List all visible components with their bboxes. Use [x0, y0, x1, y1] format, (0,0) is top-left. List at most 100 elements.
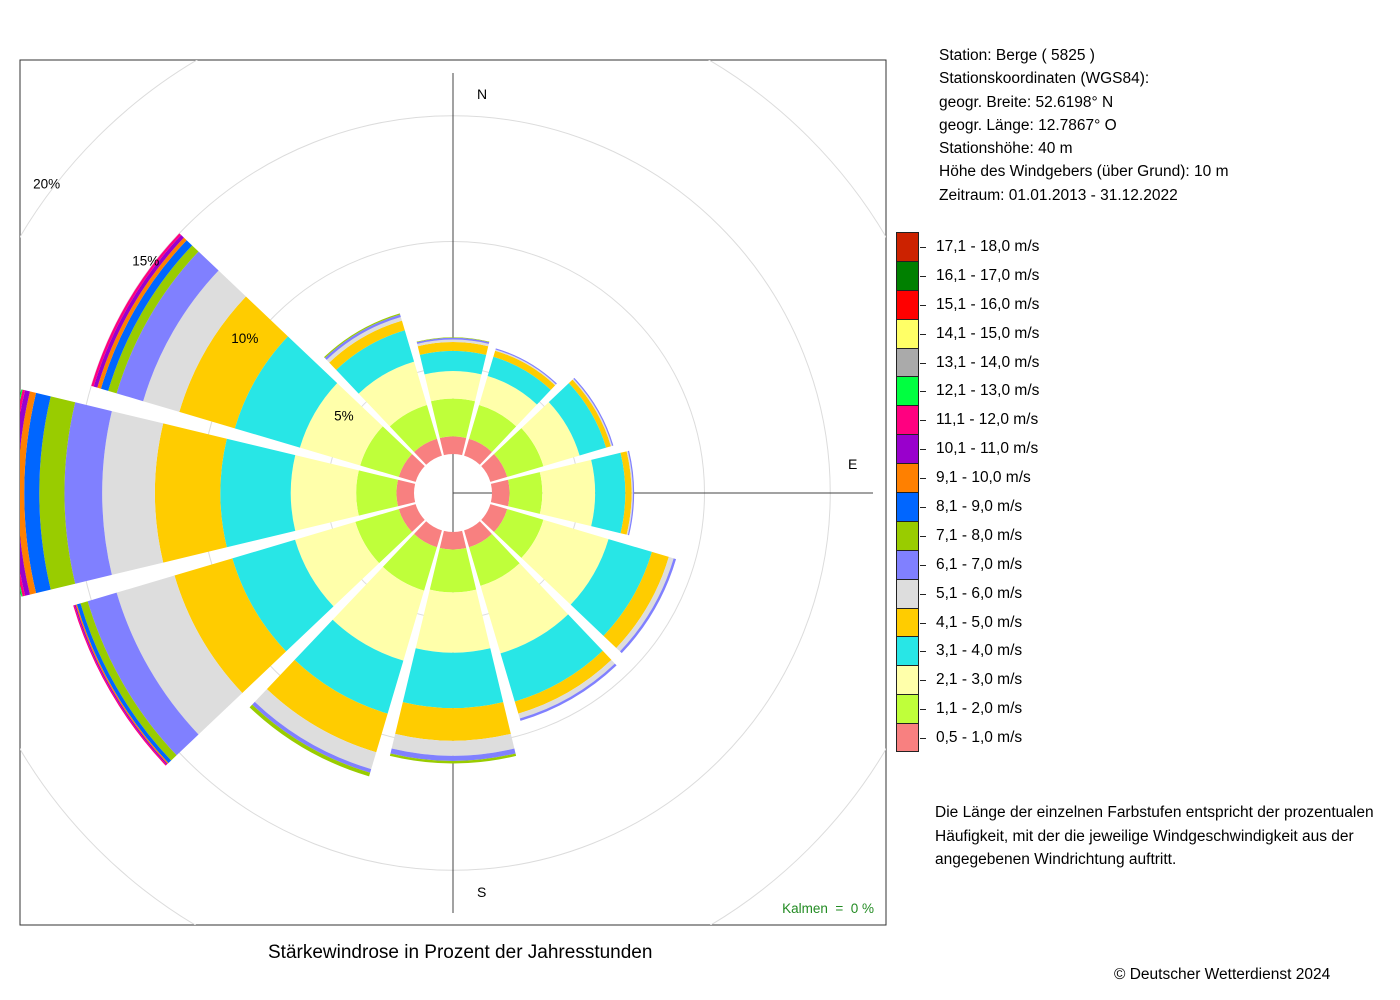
segment-s-8: [389, 753, 517, 764]
segment-w-2: [356, 470, 398, 516]
legend-label: 17,1 - 18,0 m/s: [936, 238, 1040, 255]
segment-ssw-8: [249, 704, 371, 777]
segment-wnw-1: [398, 454, 425, 482]
segment-nne-1: [464, 438, 492, 465]
segment-ene-4: [548, 383, 607, 456]
segment-e-5: [620, 451, 632, 535]
station-name: Station: Berge ( 5825 ): [939, 47, 1095, 64]
legend-swatch: 14,1 - 15,0 m/s: [896, 318, 1039, 348]
segment-nnw-7: [324, 314, 401, 360]
legend-label: 11,1 - 12,0 m/s: [936, 411, 1039, 429]
segment-wnw-4: [234, 336, 338, 448]
segment-wnw-9: [100, 240, 193, 391]
segment-w-12: [20, 389, 26, 597]
speed-legend: 17,1 - 18,0 m/s 16,1 - 17,0 m/s 15,1 - 16,…: [896, 232, 1039, 753]
legend-label: 4,1 - 5,0 m/s: [936, 613, 1023, 631]
segment-ene-1: [481, 454, 508, 482]
petal-ssw: [249, 521, 442, 777]
segment-n-3: [424, 371, 482, 402]
legend-tick: [920, 362, 926, 364]
legend-tick: [920, 420, 926, 422]
segment-e-4: [591, 452, 626, 534]
legend-swatch: 4,1 - 5,0 m/s: [896, 607, 1022, 637]
segment-ese-5: [603, 551, 669, 648]
segment-wnw-3: [299, 383, 383, 466]
chart-title: Stärkewindrose in Prozent der Jahresstun…: [268, 942, 653, 963]
segment-n-7: [416, 337, 490, 344]
petal-wsw: [73, 504, 425, 766]
legend-label: 6,1 - 7,0 m/s: [936, 555, 1023, 573]
segment-nnw-3: [358, 361, 427, 427]
segment-wnw-6: [143, 270, 246, 412]
wind-rose-chart: 5% 10% 15% 20% N E S Kalmen = 0 %: [19, 59, 887, 926]
segment-wsw-5: [174, 558, 287, 693]
station-coords-header: Stationskoordinaten (WGS84):: [939, 70, 1150, 88]
legend-swatch: 10,1 - 11,0 m/s: [896, 434, 1038, 464]
legend-label: 0,5 - 1,0 m/s: [936, 729, 1023, 747]
ring-label-15: 15%: [132, 254, 159, 269]
ring-label-5: 5%: [334, 409, 354, 424]
segment-ssw-7: [252, 701, 372, 773]
segment-s-2: [429, 548, 477, 593]
segment-nnw-6: [326, 316, 402, 363]
segment-e-1: [490, 479, 510, 507]
legend-swatch: 12,1 - 13,0 m/s: [896, 376, 1039, 406]
legend-swatch: 7,1 - 8,0 m/s: [896, 520, 1022, 550]
segment-ese-6: [616, 556, 674, 652]
segment-w-6: [102, 411, 164, 575]
station-longitude: geogr. Länge: 12.7867° O: [939, 116, 1117, 134]
legend-tick: [920, 247, 926, 248]
legend-swatch: 16,1 - 17,0 m/s: [896, 260, 1039, 290]
segment-w-4: [220, 438, 296, 548]
segment-nne-5: [493, 350, 556, 390]
segment-wnw-8: [108, 245, 199, 394]
legend-label: 8,1 - 9,0 m/s: [936, 498, 1023, 516]
anemometer-height: Höhe des Windgebers (über Grund): 10 m: [939, 163, 1229, 181]
segment-ssw-2: [382, 534, 437, 591]
segment-wsw-8: [80, 601, 177, 761]
legend-swatch: 6,1 - 7,0 m/s: [896, 549, 1022, 579]
station-latitude: geogr. Breite: 52.6198° N: [939, 93, 1114, 111]
segment-wsw-1: [398, 504, 425, 532]
segment-n-2: [430, 398, 476, 438]
segment-n-5: [417, 342, 489, 355]
segment-ese-1: [481, 504, 508, 532]
segment-w-5: [154, 423, 227, 563]
segment-sse-5: [514, 650, 612, 714]
legend-tick: [920, 680, 926, 682]
segment-n-1: [439, 436, 467, 456]
petal-nne: [464, 348, 557, 465]
segment-nnw-1: [414, 438, 442, 465]
segment-w-1: [396, 479, 416, 507]
legend-swatch: 11,1 - 12,0 m/s: [896, 405, 1038, 435]
legend-tick: [920, 651, 926, 653]
legend-swatch: 2,1 - 3,0 m/s: [896, 665, 1022, 695]
segment-e-2: [508, 472, 543, 514]
segment-e-6: [626, 451, 633, 535]
segment-sse-4: [500, 614, 603, 702]
segment-w-8: [39, 396, 76, 590]
ring-label-10: 10%: [231, 331, 258, 346]
copyright: © Deutscher Wetterdienst 2024: [1114, 966, 1331, 983]
segment-s-6: [391, 733, 515, 756]
segment-ene-3: [521, 402, 580, 467]
segment-s-5: [395, 702, 511, 741]
petal-ese: [481, 504, 677, 654]
legend-label: 13,1 - 14,0 m/s: [936, 353, 1040, 371]
segment-n-4: [419, 350, 487, 375]
station-elevation: Stationshöhe: 40 m: [939, 140, 1073, 158]
legend-tick: [920, 535, 926, 537]
legend-label: 5,1 - 6,0 m/s: [936, 584, 1023, 602]
explanation-note: Die Länge der einzelnen Farbstufen entsp…: [935, 804, 1374, 868]
legend-tick: [920, 738, 926, 740]
time-period: Zeitraum: 01.01.2013 - 31.12.2022: [939, 186, 1178, 204]
segment-sse-3: [480, 563, 569, 654]
segment-ssw-5: [266, 659, 388, 753]
petal-w: [20, 389, 416, 597]
legend-label: 7,1 - 8,0 m/s: [936, 526, 1023, 544]
segment-wsw-3: [295, 521, 380, 607]
direction-label-s: S: [477, 884, 486, 900]
segment-s-4: [402, 648, 504, 709]
legend-tick: [920, 304, 926, 306]
legend-swatch: 13,1 - 14,0 m/s: [896, 347, 1039, 377]
